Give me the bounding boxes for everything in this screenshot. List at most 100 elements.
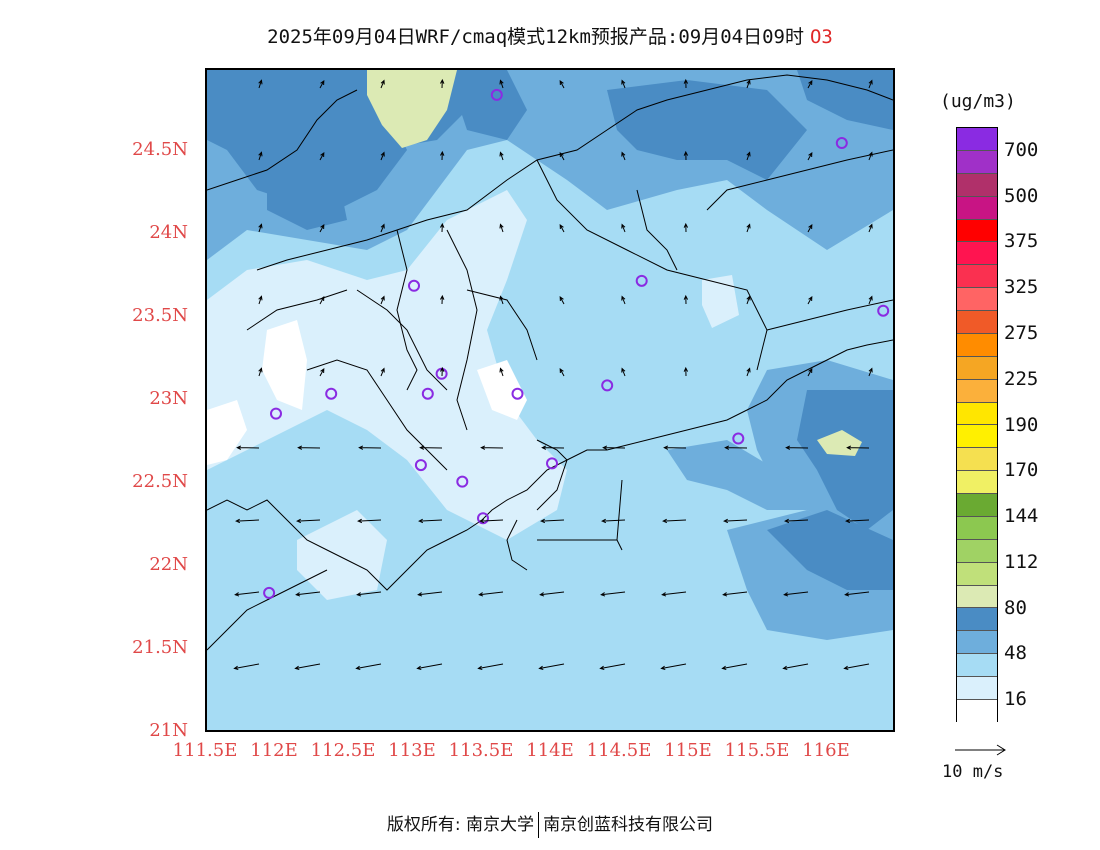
colorbar-segment — [957, 196, 997, 220]
wind-arrow — [746, 367, 751, 377]
wind-arrow — [807, 79, 813, 89]
monitoring-station — [835, 137, 848, 150]
colorbar-segment — [957, 333, 997, 357]
wind-arrow — [621, 151, 626, 161]
wind-arrow — [355, 663, 382, 671]
wind-arrow — [319, 151, 325, 161]
wind-arrow — [807, 151, 813, 161]
wind-arrow — [868, 223, 873, 233]
lon-label: 113.5E — [448, 740, 514, 761]
monitoring-station — [601, 379, 614, 392]
colorbar-segment — [957, 128, 997, 151]
title-species: O3 — [809, 26, 833, 48]
wind-arrow — [844, 591, 870, 597]
colorbar-tick-label: 275 — [1004, 321, 1039, 344]
wind-arrow — [724, 445, 748, 450]
wind-arrow — [683, 222, 689, 233]
monitoring-station — [263, 586, 276, 599]
wind-arrow — [480, 445, 504, 450]
monitoring-station — [732, 432, 745, 445]
monitoring-station — [490, 88, 503, 101]
wind-arrow — [785, 445, 809, 450]
wind-arrow — [477, 663, 504, 671]
wind-arrow — [296, 518, 321, 524]
wind-arrow — [380, 151, 385, 161]
wind-arrow — [319, 79, 325, 89]
monitoring-station — [477, 512, 489, 525]
lat-label: 24.5N — [132, 139, 188, 160]
colorbar-segment — [957, 471, 997, 494]
wind-arrow — [234, 591, 260, 597]
wind-arrow — [417, 591, 443, 597]
wind-arrow — [419, 445, 443, 450]
monitoring-station — [511, 387, 524, 400]
wind-arrow — [235, 518, 260, 524]
concentration-fill — [207, 70, 893, 730]
wind-arrow — [661, 591, 687, 597]
monitoring-station — [325, 387, 338, 400]
wind-vectors — [233, 78, 873, 671]
wind-arrow — [683, 294, 689, 305]
colorbar-segment — [957, 585, 997, 609]
wind-arrow — [479, 518, 504, 524]
colorbar-tick-label: 700 — [1004, 138, 1039, 161]
colorbar-segment — [957, 516, 997, 540]
lat-label: 21.5N — [132, 637, 188, 658]
wind-arrow — [807, 367, 813, 377]
wind-arrow — [601, 518, 626, 524]
footer-separator — [538, 812, 540, 838]
wind-arrow — [807, 223, 813, 233]
wind-arrow — [783, 591, 809, 597]
wind-arrow — [380, 367, 385, 377]
monitoring-station — [414, 459, 427, 472]
wind-arrow — [440, 150, 445, 161]
wind-arrow — [559, 223, 565, 233]
wind-arrow — [845, 518, 870, 524]
wind-arrow — [258, 151, 263, 161]
colorbar-segment — [957, 242, 997, 266]
wind-arrow — [721, 663, 748, 671]
lat-label: 22.5N — [132, 471, 188, 492]
wind-arrow — [540, 518, 565, 524]
wind-arrow — [868, 367, 873, 377]
colorbar-segment — [957, 311, 997, 334]
wind-arrow — [297, 445, 321, 450]
wind-arrow — [440, 366, 445, 377]
wind-arrow — [416, 663, 443, 671]
colorbar-segment — [957, 219, 997, 243]
wind-arrow — [602, 445, 626, 450]
colorbar-segment — [957, 356, 997, 380]
wind-arrow — [660, 663, 687, 671]
wind-arrow — [440, 222, 445, 233]
colorbar-segment — [957, 448, 997, 472]
colorbar-tick-label: 170 — [1004, 459, 1039, 482]
monitoring-station — [635, 274, 648, 287]
wind-arrow — [662, 518, 687, 524]
wind-arrow — [258, 223, 263, 233]
wind-arrow — [499, 367, 504, 377]
boundaries — [207, 74, 893, 651]
colorbar-tick-label: 190 — [1004, 413, 1039, 436]
lon-label: 115.5E — [724, 740, 790, 761]
wind-arrow — [683, 78, 689, 89]
monitoring-station — [546, 457, 558, 470]
colorbar — [956, 127, 998, 723]
wind-arrow — [440, 78, 445, 89]
wind-arrow — [357, 518, 382, 524]
colorbar-tick-label: 112 — [1004, 550, 1039, 573]
wind-arrow — [233, 663, 260, 671]
colorbar-segment — [957, 425, 997, 449]
wind-arrow — [295, 591, 321, 597]
colorbar-segment — [957, 379, 997, 403]
lon-label: 114.5E — [586, 740, 652, 761]
lon-label: 114E — [526, 740, 574, 761]
wind-arrow — [478, 591, 504, 597]
wind-arrow — [356, 591, 382, 597]
wind-arrow — [258, 367, 263, 377]
wind-arrow — [621, 295, 626, 305]
wind-arrow — [868, 79, 873, 89]
wind-arrow — [746, 151, 751, 161]
wind-arrow — [319, 223, 325, 233]
colorbar-segment — [957, 265, 997, 289]
lat-label: 24N — [149, 222, 188, 243]
